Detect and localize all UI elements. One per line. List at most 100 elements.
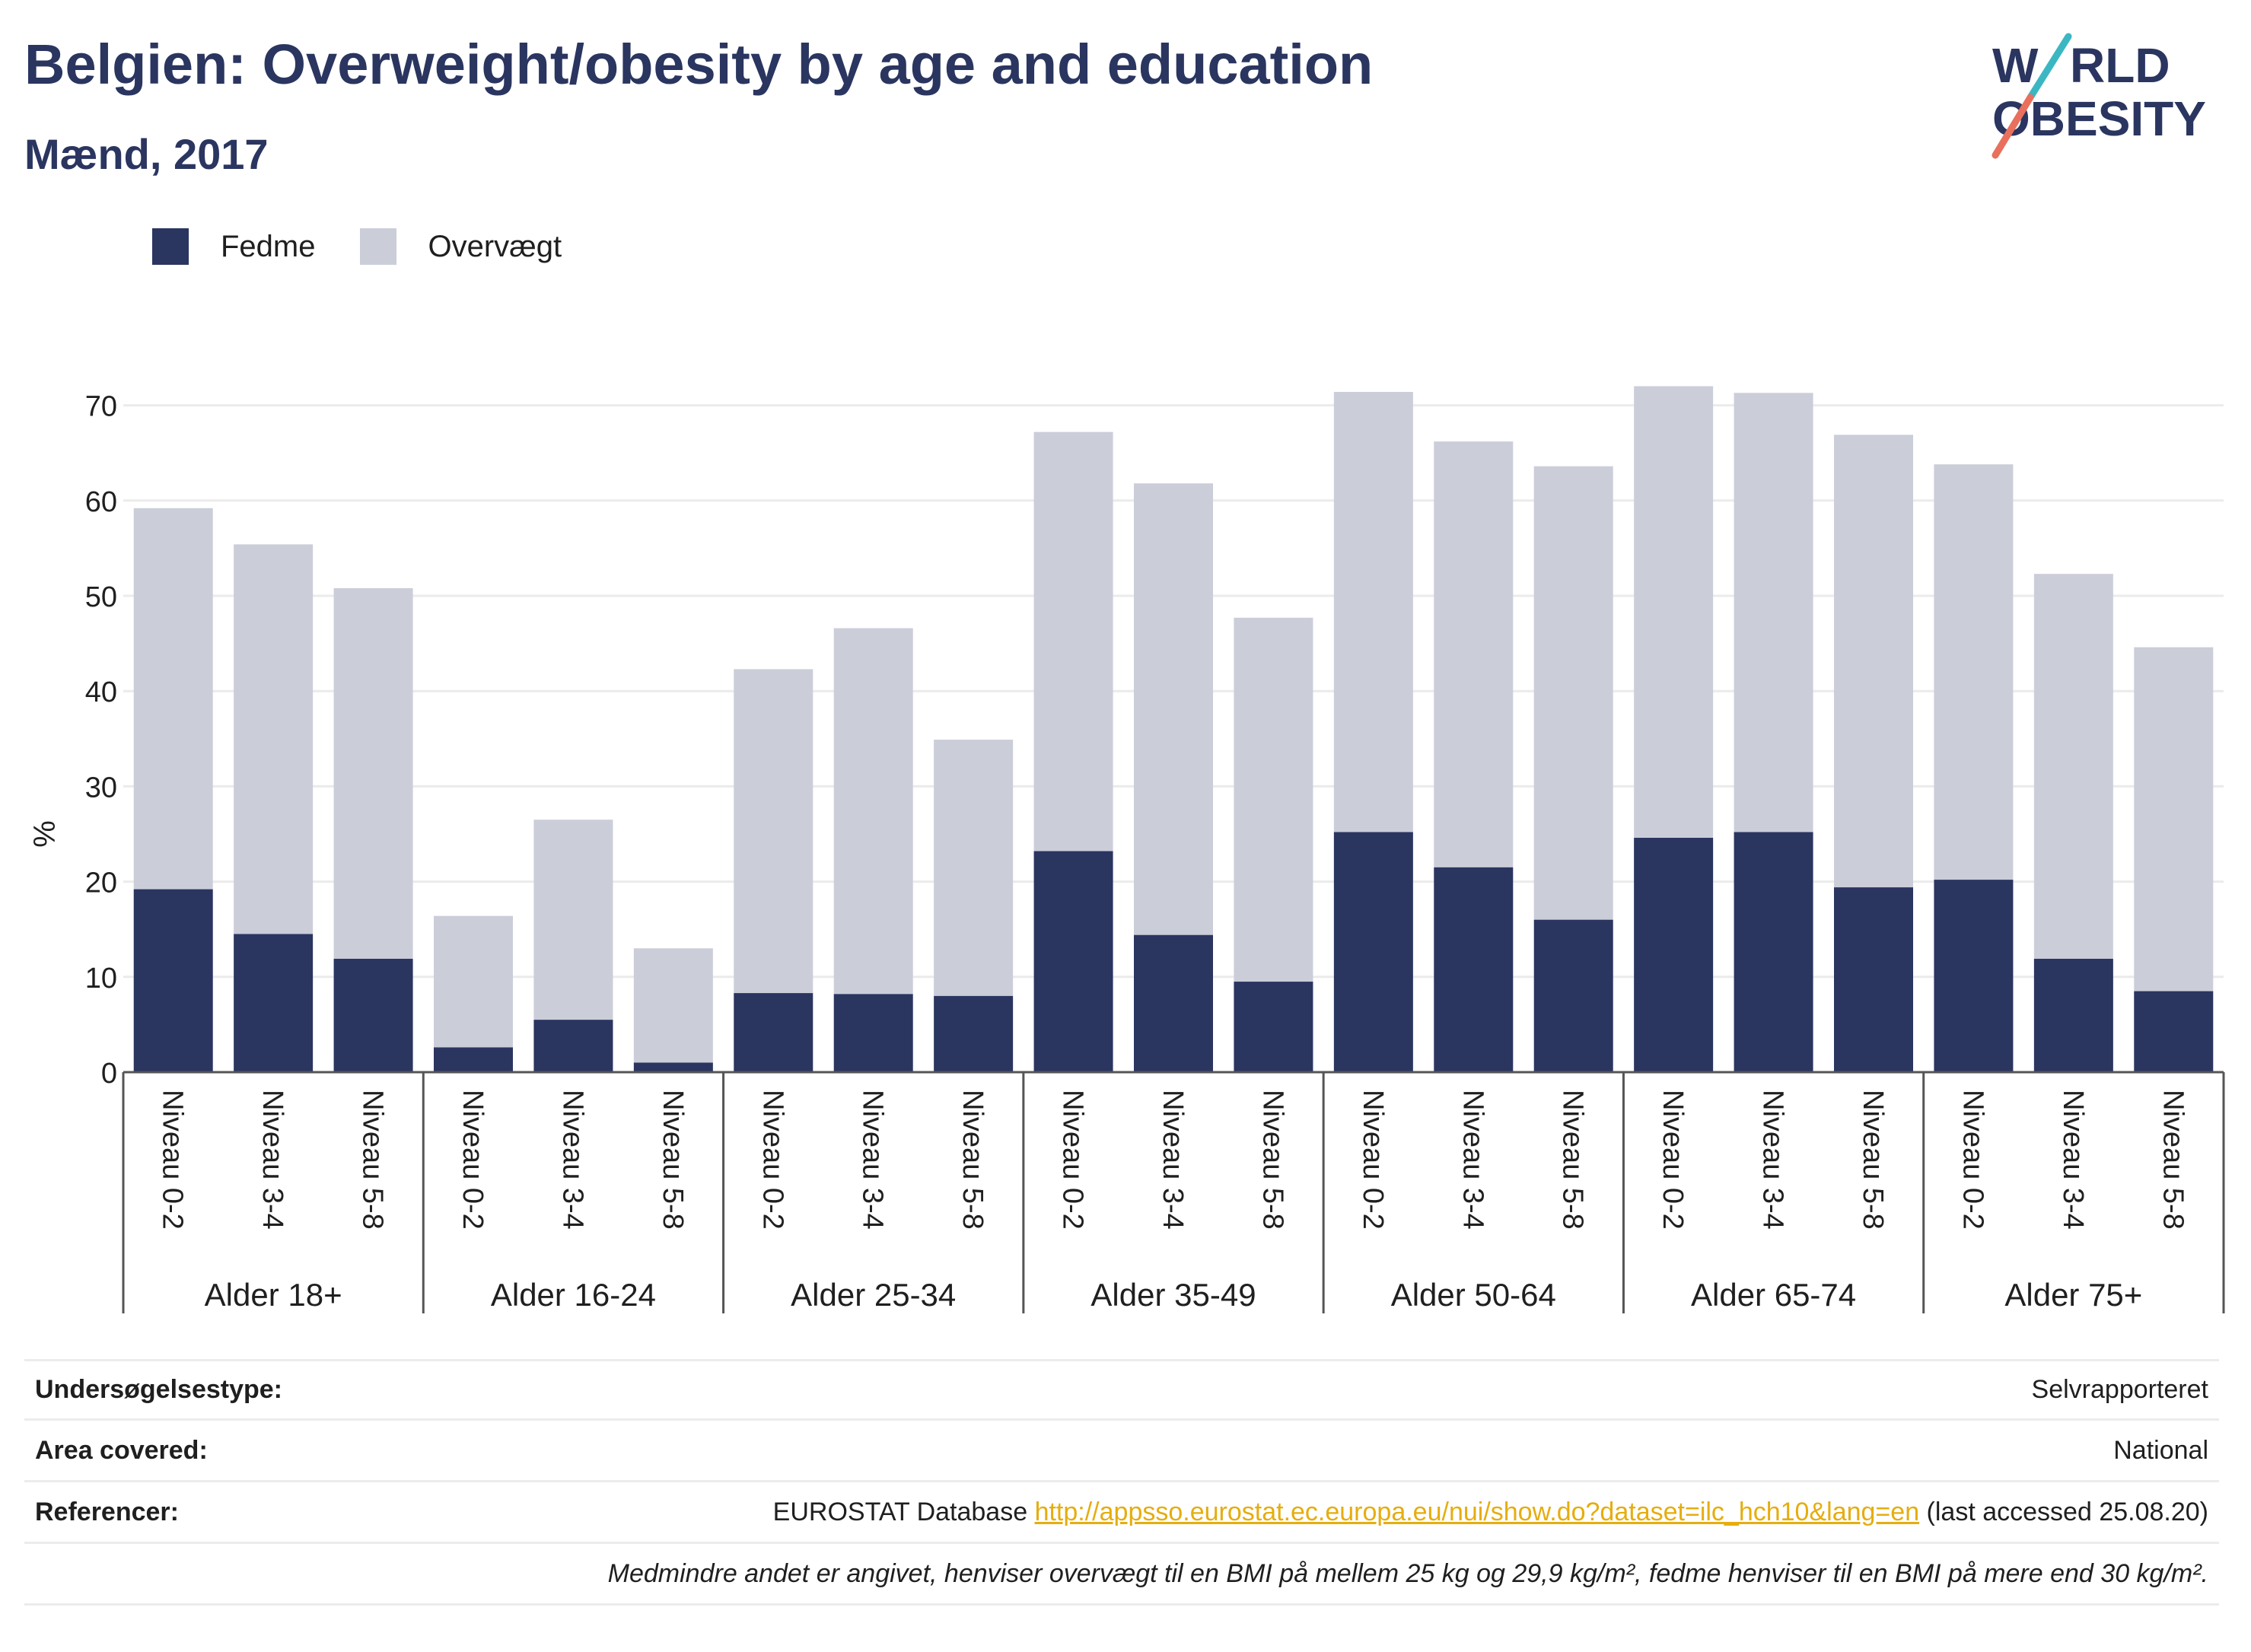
group-label: Alder 18+ (205, 1277, 342, 1313)
bar-overvaegt (1134, 483, 1213, 935)
bar-overvaegt (1333, 392, 1413, 832)
bar-overvaegt (1434, 441, 1514, 867)
y-tick-label: 10 (85, 963, 117, 995)
info-label: Area covered: (35, 1435, 208, 1465)
bar-fedme (1734, 832, 1813, 1072)
x-tick-label: Niveau 3-4 (2057, 1090, 2089, 1230)
bar-fedme (1134, 934, 1213, 1072)
x-tick-label: Niveau 0-2 (457, 1090, 489, 1230)
bar-fedme (1033, 851, 1113, 1072)
legend-label-fedme: Fedme (221, 229, 316, 263)
info-value: Selvrapporteret (2031, 1375, 2208, 1404)
bar-fedme (2134, 991, 2214, 1072)
x-tick-label: Niveau 5-8 (357, 1090, 389, 1230)
x-tick-label: Niveau 3-4 (857, 1090, 889, 1230)
bar-fedme (833, 994, 913, 1072)
bar-fedme (234, 934, 314, 1072)
bar-overvaegt (833, 628, 913, 995)
x-tick-label: Niveau 3-4 (1457, 1090, 1488, 1230)
bar-fedme (133, 889, 213, 1072)
x-tick-label: Niveau 0-2 (1657, 1090, 1689, 1230)
chart-subtitle: Mænd, 2017 (24, 130, 269, 178)
y-tick-label: 0 (101, 1058, 117, 1090)
x-tick-label: Niveau 3-4 (556, 1090, 588, 1230)
x-tick-label: Niveau 0-2 (157, 1090, 189, 1230)
y-axis-label: % (28, 820, 62, 848)
info-label: Undersøgelsestype: (35, 1375, 282, 1404)
y-tick-label: 40 (85, 676, 117, 708)
bar-overvaegt (1834, 434, 1913, 888)
bar-fedme (333, 959, 413, 1072)
info-row-references: Referencer: EUROSTAT Database http://app… (24, 1482, 2219, 1544)
bar-fedme (1934, 880, 2014, 1072)
legend-label-overvaegt: Overvægt (428, 229, 562, 263)
legend-swatch-fedme (152, 228, 189, 265)
x-tick-label: Niveau 5-8 (1256, 1090, 1288, 1230)
info-row-area: Area covered: National (24, 1421, 2219, 1482)
logo-w: W (1992, 38, 2039, 93)
bar-overvaegt (1033, 431, 1113, 851)
x-tick-label: Niveau 3-4 (256, 1090, 288, 1230)
info-label: Referencer: (35, 1497, 179, 1526)
bar-fedme (533, 1020, 613, 1072)
x-tick-label: Niveau 5-8 (2157, 1090, 2189, 1230)
chart-legend: Fedme Overvægt (152, 225, 606, 268)
bar-overvaegt (633, 948, 713, 1063)
bar-fedme (2033, 959, 2113, 1072)
info-table: Undersøgelsestype: Selvrapporteret Area … (24, 1359, 2219, 1606)
bar-fedme (1533, 919, 1613, 1072)
group-label: Alder 75+ (2004, 1277, 2142, 1313)
y-tick-label: 70 (85, 391, 117, 423)
group-label: Alder 35-49 (1090, 1277, 1256, 1313)
y-tick-label: 30 (85, 772, 117, 804)
bar-overvaegt (234, 544, 314, 934)
bar-overvaegt (934, 740, 1014, 996)
chart-title: Belgien: Overweight/obesity by age and e… (24, 33, 1374, 96)
group-label: Alder 65-74 (1691, 1277, 1856, 1313)
bar-fedme (734, 993, 813, 1072)
bar-fedme (1634, 838, 1714, 1072)
bar-overvaegt (1634, 386, 1714, 839)
bar-overvaegt (2134, 647, 2214, 992)
bar-fedme (633, 1062, 713, 1072)
reference-text: EUROSTAT Database http://appsso.eurostat… (772, 1497, 2208, 1526)
world-obesity-logo: W RLD OBESITY (1992, 33, 2206, 159)
y-tick-label: 20 (85, 867, 117, 899)
legend-item-overvaegt[interactable]: Overvægt (359, 228, 562, 265)
x-tick-label: Niveau 5-8 (657, 1090, 689, 1230)
info-row-survey-type: Undersøgelsestype: Selvrapporteret (24, 1359, 2219, 1421)
y-tick-label: 50 (85, 581, 117, 613)
y-tick-label: 60 (85, 486, 117, 518)
bar-overvaegt (1533, 466, 1613, 920)
bar-fedme (434, 1047, 513, 1072)
x-tick-label: Niveau 0-2 (1357, 1090, 1389, 1230)
x-tick-label: Niveau 5-8 (1857, 1090, 1889, 1230)
x-tick-label: Niveau 3-4 (1757, 1090, 1789, 1230)
group-label: Alder 25-34 (791, 1277, 956, 1313)
bar-fedme (1434, 867, 1514, 1072)
x-tick-label: Niveau 3-4 (1157, 1090, 1189, 1230)
x-tick-label: Niveau 0-2 (756, 1090, 788, 1230)
legend-item-fedme[interactable]: Fedme (152, 228, 316, 265)
bar-fedme (1333, 832, 1413, 1072)
bar-overvaegt (2033, 574, 2113, 960)
x-tick-label: Niveau 5-8 (1557, 1090, 1589, 1230)
info-note: Medmindre andet er angivet, henviser ove… (24, 1544, 2219, 1606)
stacked-bar-chart: 0 10 20 30 40 50 60 70% Niveau 0-2 Niveau 3-4 Nive… (28, 386, 2225, 1313)
bar-overvaegt (1234, 617, 1313, 982)
bar-overvaegt (333, 587, 413, 960)
reference-link[interactable]: http://appsso.eurostat.ec.europa.eu/nui/… (1034, 1497, 1920, 1526)
group-label: Alder 50-64 (1391, 1277, 1556, 1313)
bar-overvaegt (1734, 393, 1813, 832)
bar-fedme (1234, 982, 1313, 1072)
legend-swatch-overvaegt (359, 228, 396, 265)
bar-fedme (934, 995, 1014, 1072)
bar-overvaegt (434, 915, 513, 1048)
bar-overvaegt (734, 669, 813, 994)
bar-overvaegt (533, 820, 613, 1020)
x-tick-label: Niveau 0-2 (1956, 1090, 1988, 1230)
bar-fedme (1834, 887, 1913, 1072)
definition-note: Medmindre andet er angivet, henviser ove… (607, 1558, 2208, 1588)
info-value: National (2113, 1435, 2208, 1465)
group-label: Alder 16-24 (491, 1277, 656, 1313)
